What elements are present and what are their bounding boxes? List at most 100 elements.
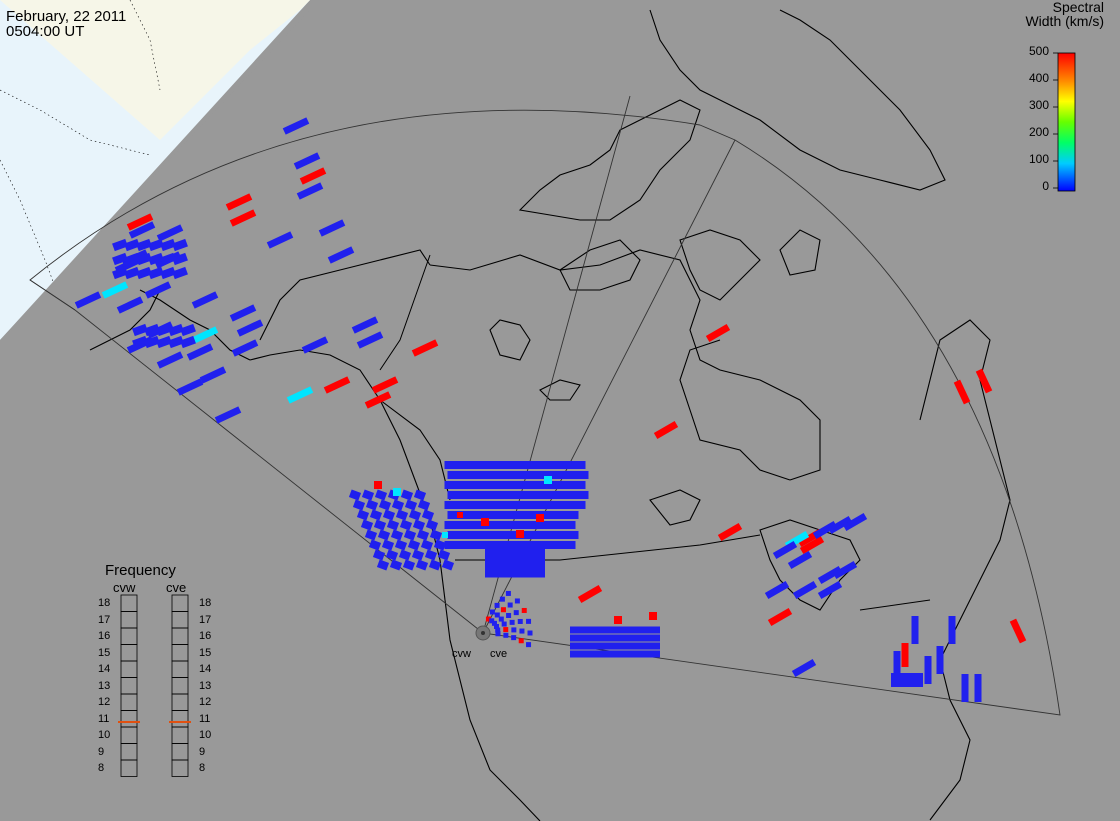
radar-cell — [447, 531, 459, 539]
radar-cell — [907, 673, 915, 687]
radar-cell — [112, 238, 128, 252]
radar-cell — [399, 519, 413, 531]
radar-cell — [144, 323, 160, 337]
radar-cell — [504, 501, 516, 509]
radar-cell — [514, 501, 526, 509]
coastlines — [89, 9, 1011, 821]
radar-cell — [454, 501, 466, 509]
radar-cell — [485, 570, 495, 578]
frequency-scale-label-right: 10 — [199, 729, 212, 741]
radar-cell — [364, 529, 378, 541]
radar-cell — [136, 238, 152, 252]
frequency-scale-label-right: 11 — [199, 712, 211, 725]
station-label: cvw — [452, 648, 471, 660]
radar-cell — [507, 491, 519, 499]
radar-cell — [494, 612, 500, 618]
radar-cell — [394, 539, 408, 551]
frequency-title: Frequency — [105, 562, 176, 579]
legend-tick: 500 — [1028, 44, 1049, 58]
radar-cell — [124, 238, 140, 252]
radar-cell — [444, 461, 456, 469]
radar-cell — [474, 461, 486, 469]
radar-cell — [525, 570, 535, 578]
legend-tick: 0 — [1042, 179, 1049, 193]
radar-cell — [369, 509, 383, 521]
radar-cell — [600, 642, 610, 650]
frequency-scale-label-left: 15 — [98, 646, 111, 659]
radar-cell — [352, 499, 366, 511]
radar-cell — [507, 471, 519, 479]
frequency-scale-cell — [120, 759, 138, 777]
radar-cell — [484, 481, 496, 489]
radar-cell — [525, 552, 535, 560]
radar-cell — [525, 564, 535, 572]
radar-cell — [787, 550, 813, 570]
radar-cell — [386, 519, 400, 531]
radar-cell — [554, 541, 566, 549]
radar-cell — [484, 501, 496, 509]
legend-title-line2: Width (km/s) — [1025, 13, 1104, 29]
radar-cell — [535, 564, 545, 572]
radar-cell — [327, 246, 355, 264]
radar-cell — [526, 642, 532, 648]
radar-cell — [136, 266, 152, 280]
radar-cell — [402, 559, 416, 571]
radar-cell — [518, 638, 524, 644]
radar-cell — [293, 152, 321, 170]
radar-cell — [630, 642, 640, 650]
radar-cell — [504, 541, 516, 549]
radar-cell — [382, 509, 396, 521]
radar-cell — [474, 501, 486, 509]
radar-cell — [494, 461, 506, 469]
radar-cell — [513, 610, 519, 616]
radar-cell — [484, 461, 496, 469]
radar-cell — [464, 461, 476, 469]
radar-cell — [497, 491, 509, 499]
frequency-scale-label-left: 17 — [98, 613, 111, 626]
legend-tick: 200 — [1028, 125, 1049, 139]
radar-cell — [580, 650, 590, 658]
radar-cell — [501, 621, 507, 627]
radar-cell — [494, 521, 506, 529]
radar-cell — [630, 634, 640, 642]
radar-cell — [507, 602, 513, 608]
legend-tick: 300 — [1028, 98, 1049, 112]
radar-cell — [524, 481, 536, 489]
radar-cell — [398, 549, 412, 561]
radar-cell — [893, 651, 901, 679]
radar-cell — [172, 266, 188, 280]
radar-cell — [494, 541, 506, 549]
radar-cell — [191, 291, 219, 309]
frequency-scale-label-right: 17 — [199, 613, 212, 626]
radar-cell — [535, 552, 545, 560]
radar-cell — [504, 521, 516, 529]
radar-cell — [817, 580, 843, 600]
frequency-scale — [118, 594, 191, 777]
radar-cell — [536, 514, 544, 522]
radar-cell — [600, 626, 610, 634]
radar-cell — [372, 549, 386, 561]
radar-cell — [554, 501, 566, 509]
radar-cell — [514, 541, 526, 549]
radar-cell — [620, 626, 630, 634]
radar-cell — [425, 519, 439, 531]
radar-cell — [547, 511, 559, 519]
radar-cell — [160, 266, 176, 280]
radar-cell — [126, 213, 154, 231]
radar-cell — [574, 501, 586, 509]
radar-cell — [570, 634, 580, 642]
radar-cell — [515, 564, 525, 572]
radar-cell — [144, 335, 160, 349]
radar-cell — [467, 471, 479, 479]
radar-cell — [590, 650, 600, 658]
radar-cell — [544, 461, 556, 469]
radar-cell — [899, 673, 907, 687]
radar-cell — [464, 541, 476, 549]
radar-cell — [467, 531, 479, 539]
radar-cell — [487, 471, 499, 479]
radar-cell — [484, 521, 496, 529]
radar-cell — [772, 540, 798, 560]
radar-cell — [817, 565, 843, 585]
radar-cell — [416, 529, 430, 541]
